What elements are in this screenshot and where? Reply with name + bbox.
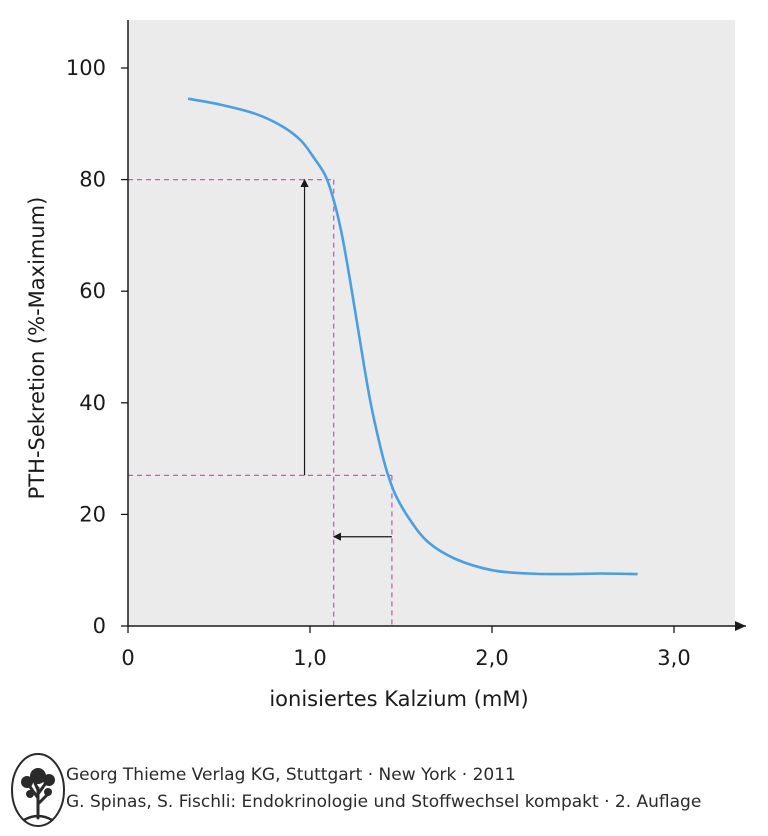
x-tick-label: 1,0 — [293, 646, 326, 670]
y-tick-label: 40 — [79, 391, 106, 415]
publisher-footer: Georg Thieme Verlag KG, Stuttgart · New … — [10, 752, 760, 828]
x-axis-title: ionisiertes Kalzium (mM) — [269, 687, 528, 711]
footer-book-line: G. Spinas, S. Fischli: Endokrinologie un… — [66, 792, 702, 812]
footer-publisher-line: Georg Thieme Verlag KG, Stuttgart · New … — [66, 765, 516, 785]
x-axis-arrowhead — [735, 621, 746, 631]
y-tick-label: 20 — [79, 502, 106, 526]
x-tick-label: 0 — [121, 646, 134, 670]
thieme-tree-logo — [11, 753, 65, 827]
y-tick-label: 60 — [79, 279, 106, 303]
y-axis-title: PTH-Sekretion (%-Maximum) — [25, 197, 49, 500]
y-tick-label: 0 — [93, 614, 106, 638]
x-tick-label: 2,0 — [475, 646, 508, 670]
y-tick-label: 100 — [66, 56, 106, 80]
pth-calcium-chart: 0 1,0 2,0 3,0 0 20 40 60 80 100 ionisiertes Kalzi… — [25, 20, 746, 711]
plot-background — [128, 20, 735, 626]
pth-secretion-curve — [187, 97, 638, 576]
y-tick-label: 80 — [79, 168, 106, 192]
x-tick-label: 3,0 — [657, 646, 690, 670]
